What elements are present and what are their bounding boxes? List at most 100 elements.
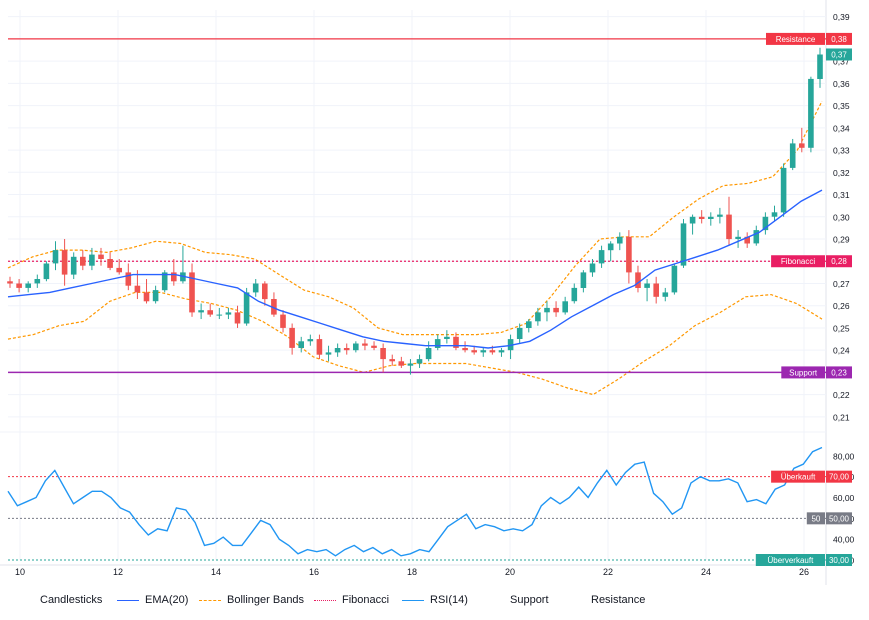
- candle-body: [462, 348, 468, 351]
- legend-fibonacci-label: Fibonacci: [342, 594, 390, 606]
- oversold-tag-value-bg: [826, 554, 852, 566]
- candle-body: [307, 339, 314, 342]
- candle-body: [380, 348, 386, 360]
- candle: [680, 219, 687, 268]
- candle: [799, 127, 805, 153]
- candle: [535, 307, 541, 326]
- resistance-tag-value-bg: [826, 32, 852, 45]
- legend: Candlesticks EMA(20) Bollinger Bands Fib…: [0, 586, 869, 614]
- rsi-middle-tag: 50 50,00: [806, 512, 852, 525]
- candle-body: [207, 310, 213, 315]
- legend-rsi-label: RSI(14): [430, 594, 468, 606]
- candle: [471, 345, 477, 355]
- candle-body: [316, 339, 323, 355]
- candle-body: [89, 254, 95, 266]
- candle: [644, 279, 650, 302]
- candle-body: [125, 272, 132, 286]
- candle-body: [698, 216, 705, 219]
- candle: [780, 163, 787, 217]
- candle: [353, 341, 359, 353]
- candle: [771, 205, 778, 222]
- candle-body: [598, 250, 605, 264]
- last-price-tag: 0,37: [826, 48, 852, 61]
- rsi-tick-label: 40,00: [833, 535, 855, 545]
- candle-body: [362, 343, 368, 346]
- candle: [425, 341, 432, 362]
- candle: [216, 307, 223, 320]
- candle-body: [271, 299, 277, 315]
- candle-body: [780, 167, 787, 213]
- candle: [544, 301, 550, 322]
- candle: [80, 250, 86, 271]
- candle: [334, 343, 341, 357]
- candle: [562, 296, 568, 315]
- candle: [198, 303, 204, 320]
- candle: [689, 214, 696, 235]
- time-axis: 10 12 14 16 18 20 22 24 26: [15, 567, 809, 577]
- candle: [371, 341, 377, 351]
- overbought-tag-name-bg: [771, 470, 825, 483]
- candle: [98, 247, 104, 266]
- candle-body: [453, 336, 459, 348]
- candle-body: [489, 350, 496, 353]
- candle: [708, 212, 714, 226]
- candle: [52, 241, 59, 271]
- time-tick-label: 26: [799, 567, 809, 577]
- candle: [607, 241, 614, 262]
- rsi-middle-tag-value: 50,00: [829, 514, 850, 523]
- ema-swatch-icon: [117, 599, 139, 601]
- level-lines: [8, 38, 826, 561]
- price-tick-label: 0,26: [833, 301, 850, 311]
- rsi-line: [7, 446, 823, 557]
- legend-item-resistance[interactable]: Resistance: [591, 594, 645, 606]
- candle: [698, 210, 705, 224]
- candle-body: [680, 223, 687, 266]
- candle-body: [535, 312, 541, 322]
- legend-item-rsi[interactable]: RSI(14): [402, 594, 468, 606]
- bollinger-bands: [7, 100, 823, 396]
- candle-body: [753, 230, 760, 244]
- candle-body: [498, 350, 505, 353]
- candle-body: [52, 250, 59, 264]
- candle: [635, 265, 641, 293]
- candle-body: [407, 363, 414, 366]
- candle: [289, 323, 295, 355]
- overbought-tag: Überkauft 70,00: [771, 470, 852, 483]
- bollinger-swatch-icon: [199, 599, 221, 601]
- overbought-tag-value: 70,00: [829, 473, 850, 482]
- candle-body: [771, 212, 778, 217]
- candle: [180, 245, 186, 284]
- price-tick-label: 0,25: [833, 323, 850, 333]
- candle-body: [653, 283, 659, 297]
- candle: [808, 76, 814, 153]
- candle-body: [726, 214, 732, 240]
- candle-body: [143, 292, 150, 302]
- rsi-path: [7, 446, 823, 557]
- legend-item-fibonacci[interactable]: Fibonacci: [314, 594, 389, 606]
- candle-body: [817, 54, 823, 79]
- candle: [444, 330, 450, 344]
- candle-body: [371, 345, 377, 348]
- candle-body: [16, 283, 22, 288]
- candle-body: [152, 290, 159, 302]
- candle-body: [662, 292, 669, 297]
- candle: [143, 279, 150, 304]
- candle-body: [589, 263, 596, 273]
- candle-body: [161, 272, 168, 291]
- legend-item-bollinger[interactable]: Bollinger Bands: [199, 594, 304, 606]
- oversold-tag-name: Überverkauft: [768, 556, 815, 565]
- candle-body: [562, 301, 568, 313]
- legend-item-candlesticks[interactable]: Candlesticks: [40, 594, 102, 606]
- legend-item-ema[interactable]: EMA(20): [117, 594, 188, 606]
- candle: [462, 341, 468, 353]
- price-tick-label: 0,33: [833, 146, 850, 156]
- legend-item-support[interactable]: Support: [510, 594, 549, 606]
- candle-body: [298, 341, 304, 348]
- fibonacci-tag-name-bg: [771, 255, 825, 268]
- candle-body: [353, 343, 359, 351]
- candle-body: [580, 272, 587, 288]
- support-tag-value: 0,23: [831, 368, 847, 377]
- candle-body: [626, 236, 632, 273]
- candle: [207, 303, 213, 317]
